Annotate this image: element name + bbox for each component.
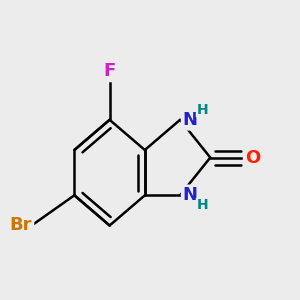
Text: F: F [103,61,116,80]
Text: O: O [245,148,261,166]
Text: N: N [183,111,198,129]
Text: Br: Br [9,217,32,235]
Text: H: H [196,198,208,212]
Text: H: H [196,103,208,117]
Text: N: N [183,186,198,204]
